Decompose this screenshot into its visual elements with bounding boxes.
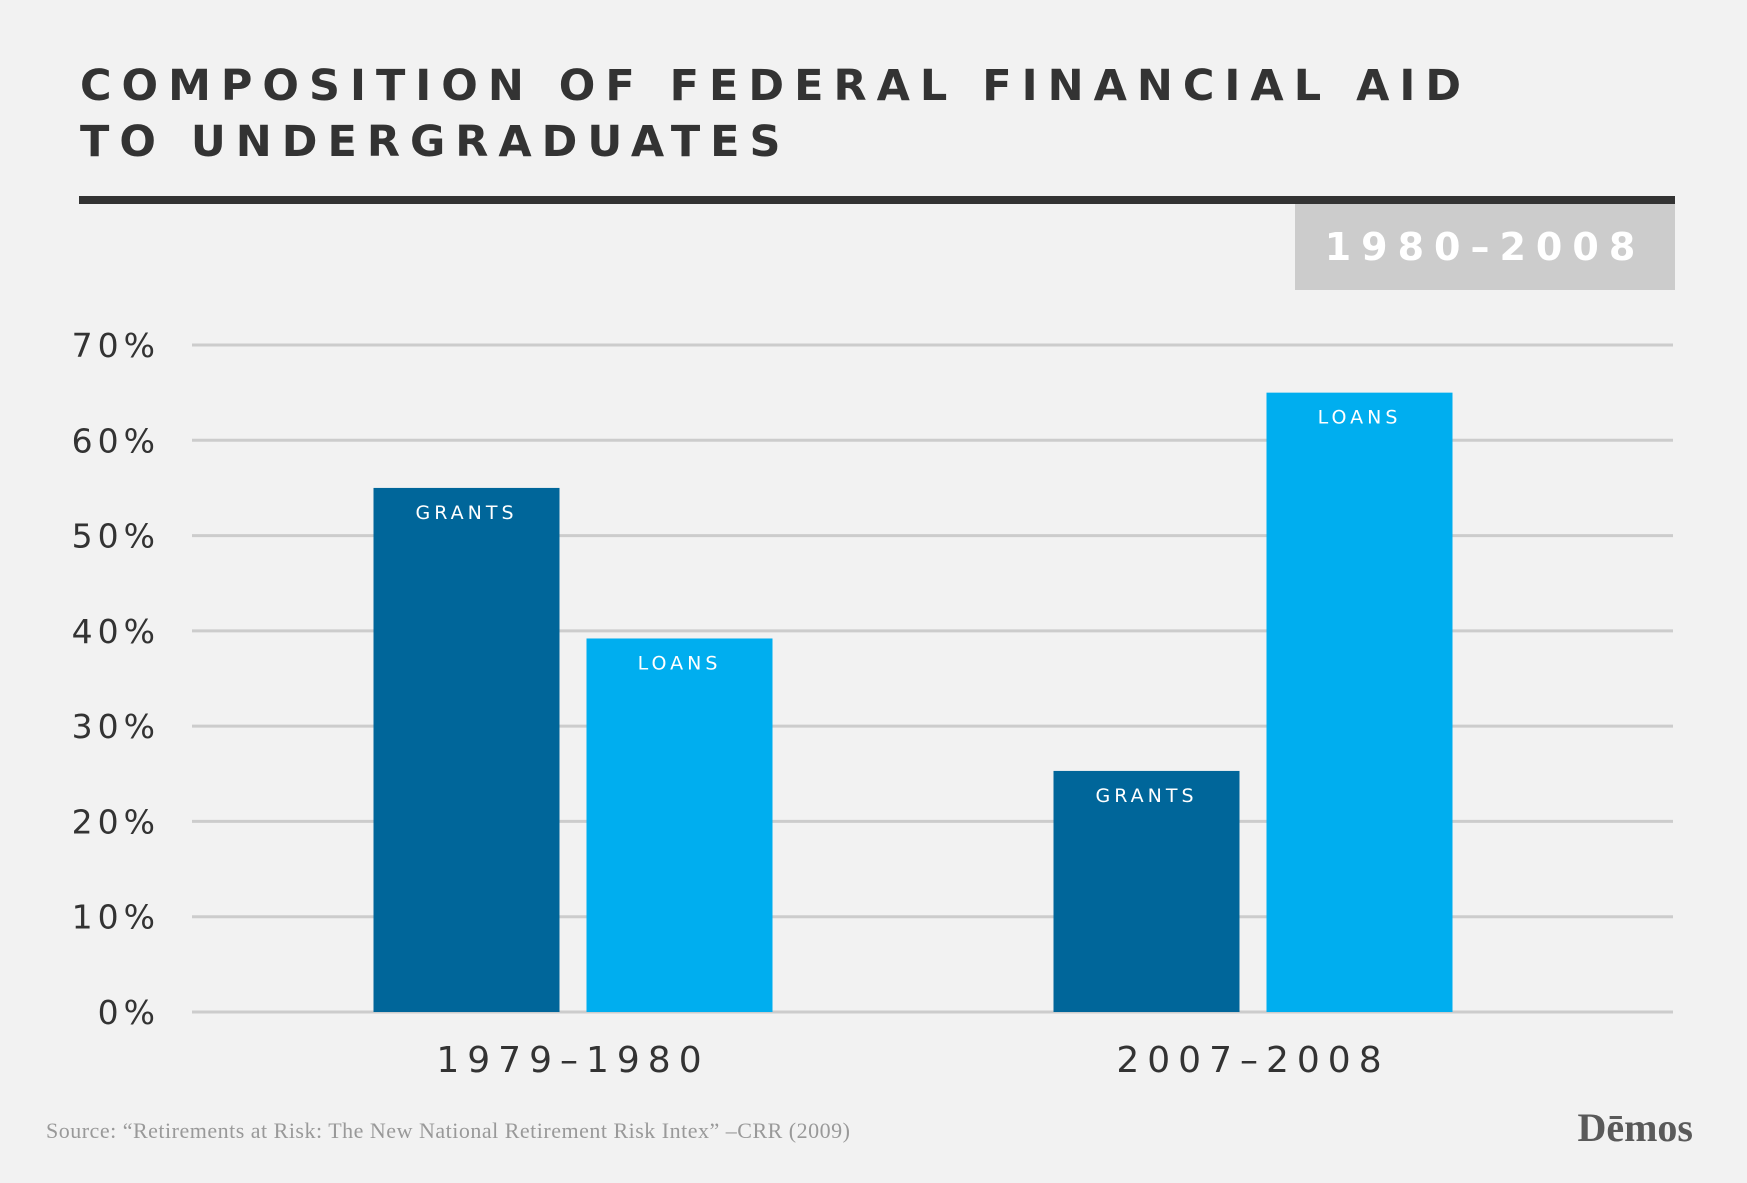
bars	[373, 392, 1453, 1013]
demos-logo: Dēmos	[1577, 1105, 1693, 1150]
y-tick-label: 10%	[72, 898, 160, 937]
bar-loans	[1266, 392, 1453, 1013]
y-tick-label: 40%	[72, 612, 160, 651]
y-tick-label: 0%	[98, 993, 160, 1032]
bar-label-grants: GRANTS	[415, 502, 517, 524]
bar-grants	[1053, 770, 1240, 1012]
bar-labels: GRANTS LOANS GRANTS LOANS	[415, 407, 1402, 807]
y-tick-label: 30%	[72, 707, 160, 746]
x-axis-category-labels: 1979–1980 2007–2008	[436, 1040, 1389, 1081]
bar-grants	[373, 487, 560, 1012]
y-tick-label: 20%	[72, 802, 160, 841]
bar-label-loans: LOANS	[638, 652, 722, 674]
y-tick-label: 70%	[72, 326, 160, 365]
bar-label-loans: LOANS	[1318, 407, 1402, 429]
bar-loans	[586, 638, 773, 1012]
y-tick-label: 60%	[72, 421, 160, 460]
bar-chart: 0%10%20%30%40%50%60%70% GRANTSLOANSGRANT…	[72, 326, 1673, 1081]
x-category-label: 2007–2008	[1116, 1040, 1389, 1081]
y-tick-label: 50%	[72, 517, 160, 556]
x-category-label: 1979–1980	[436, 1040, 709, 1081]
period-badge: 1980–2008	[1295, 204, 1675, 290]
chart-title: COMPOSITION OF FEDERAL FINANCIAL AID TO …	[80, 61, 1472, 167]
y-axis-tick-labels: 0% 10% 20% 30% 40% 50% 60% 70%	[72, 326, 160, 1032]
title-divider	[79, 196, 1675, 204]
bar-label-grants: GRANTS	[1095, 785, 1197, 807]
source-note: Source: “Retirements at Risk: The New Na…	[46, 1118, 851, 1143]
